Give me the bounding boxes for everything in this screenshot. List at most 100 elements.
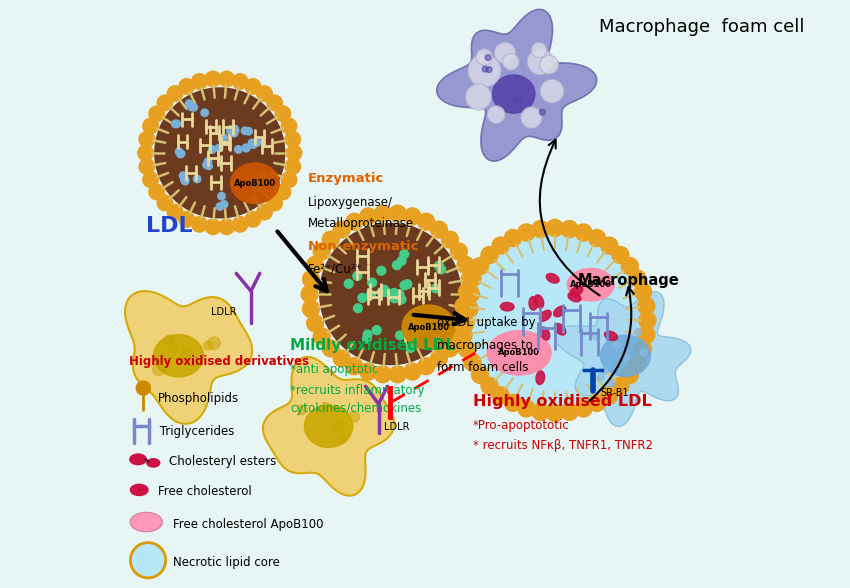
Circle shape [407, 318, 416, 327]
Circle shape [245, 212, 261, 227]
Ellipse shape [130, 485, 148, 496]
Circle shape [187, 103, 195, 111]
Circle shape [397, 256, 406, 265]
Circle shape [175, 148, 183, 155]
Circle shape [204, 158, 212, 165]
Text: Phospholipids: Phospholipids [158, 392, 239, 405]
Circle shape [468, 54, 501, 87]
Text: Triglycerides: Triglycerides [156, 425, 235, 437]
Circle shape [178, 79, 195, 94]
Circle shape [177, 151, 184, 158]
Text: form foam cells: form foam cells [438, 361, 529, 374]
Text: SR-B1: SR-B1 [600, 387, 629, 397]
Polygon shape [437, 9, 597, 161]
Circle shape [612, 377, 629, 395]
Circle shape [257, 86, 272, 101]
Circle shape [275, 184, 291, 200]
Circle shape [322, 340, 339, 357]
Circle shape [418, 358, 434, 375]
Text: *recruits inflammatory: *recruits inflammatory [291, 384, 425, 397]
Circle shape [251, 194, 258, 202]
Circle shape [307, 256, 324, 273]
Circle shape [157, 95, 173, 111]
Circle shape [395, 290, 404, 299]
Circle shape [259, 171, 267, 179]
Circle shape [253, 139, 261, 146]
Circle shape [400, 281, 409, 290]
Text: Macrophage  foam cell: Macrophage foam cell [599, 18, 805, 36]
Circle shape [389, 366, 406, 383]
Circle shape [281, 172, 297, 188]
Circle shape [418, 213, 434, 230]
Circle shape [232, 74, 248, 89]
Circle shape [389, 205, 406, 222]
Ellipse shape [570, 286, 583, 296]
Circle shape [521, 107, 542, 128]
Circle shape [598, 374, 604, 381]
Polygon shape [125, 291, 252, 424]
Circle shape [281, 118, 297, 134]
Circle shape [504, 395, 521, 412]
Circle shape [338, 435, 347, 443]
Circle shape [201, 109, 208, 116]
Circle shape [430, 350, 447, 367]
Circle shape [455, 298, 472, 315]
Circle shape [235, 146, 242, 153]
Text: Macrophage: Macrophage [577, 273, 679, 288]
Ellipse shape [547, 273, 559, 283]
Circle shape [164, 335, 174, 345]
Circle shape [513, 98, 518, 103]
Circle shape [344, 279, 353, 288]
Circle shape [136, 381, 150, 395]
Circle shape [532, 220, 549, 238]
Circle shape [612, 246, 629, 263]
Circle shape [349, 412, 360, 422]
Circle shape [248, 139, 256, 146]
Text: Highly oxidised LDL: Highly oxidised LDL [473, 394, 651, 409]
Circle shape [466, 84, 491, 110]
Circle shape [314, 328, 330, 345]
Circle shape [485, 55, 491, 61]
Circle shape [333, 221, 350, 238]
Circle shape [623, 354, 630, 361]
Text: Fe²⁺/Cu²⁺: Fe²⁺/Cu²⁺ [308, 262, 363, 275]
Circle shape [638, 326, 654, 343]
Circle shape [575, 400, 592, 417]
Circle shape [275, 106, 291, 122]
Circle shape [541, 79, 564, 103]
Text: Metalloproteinase: Metalloproteinase [308, 217, 414, 230]
Circle shape [454, 312, 471, 329]
Text: Free cholesterol ApoB100: Free cholesterol ApoB100 [173, 518, 323, 531]
Text: macrophages to: macrophages to [438, 339, 533, 352]
Circle shape [192, 216, 207, 232]
Circle shape [393, 260, 401, 269]
Circle shape [450, 243, 468, 260]
Circle shape [634, 283, 651, 300]
Circle shape [353, 272, 362, 280]
Circle shape [432, 284, 440, 293]
Circle shape [495, 42, 516, 64]
Circle shape [462, 270, 478, 288]
Ellipse shape [536, 371, 545, 385]
Circle shape [130, 543, 166, 578]
Circle shape [167, 86, 183, 101]
Circle shape [167, 205, 183, 220]
Circle shape [368, 278, 377, 287]
Circle shape [192, 74, 207, 89]
Circle shape [285, 132, 301, 147]
Circle shape [322, 403, 329, 410]
Circle shape [205, 71, 221, 87]
Circle shape [547, 405, 564, 422]
Circle shape [205, 162, 212, 169]
Circle shape [363, 330, 372, 339]
Circle shape [139, 132, 155, 147]
Circle shape [190, 103, 197, 111]
Circle shape [178, 212, 195, 227]
Circle shape [372, 326, 381, 335]
Text: oxLDL uptake by: oxLDL uptake by [438, 316, 536, 329]
Circle shape [333, 421, 343, 431]
Circle shape [360, 208, 377, 225]
Circle shape [185, 100, 193, 107]
Ellipse shape [304, 405, 353, 447]
Circle shape [486, 66, 492, 72]
